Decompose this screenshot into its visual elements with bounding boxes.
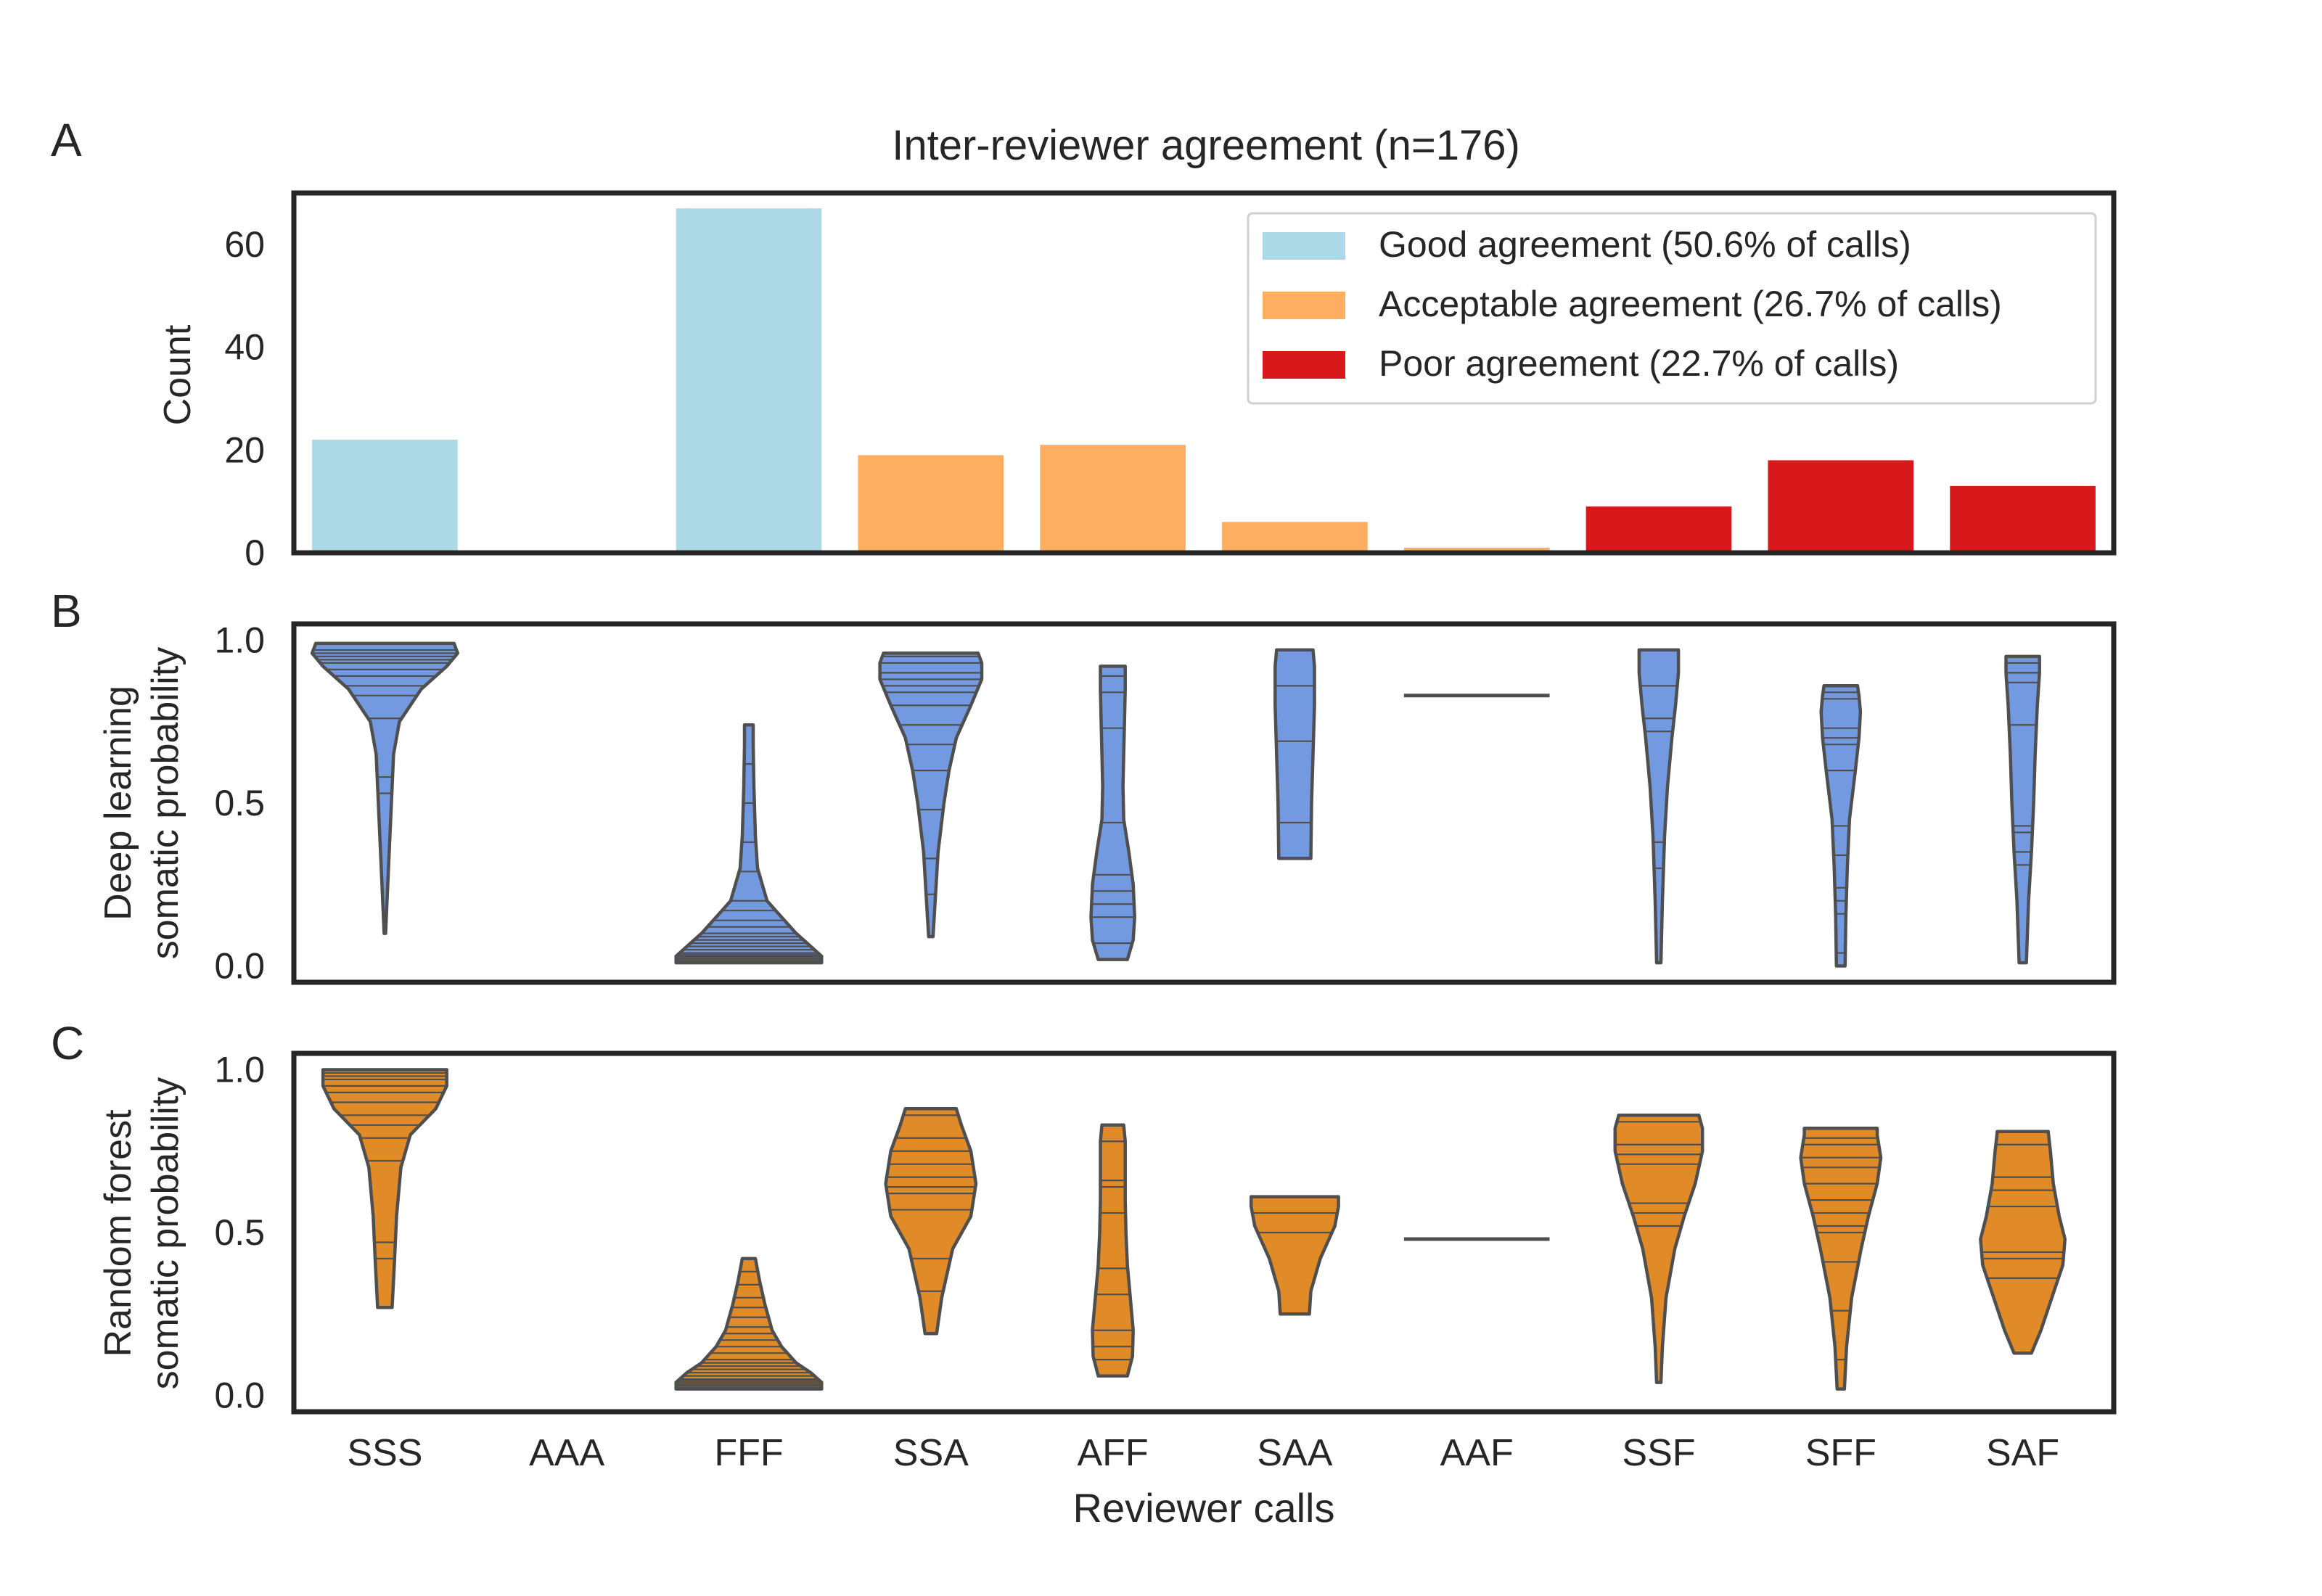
x-tick-label: AAA: [529, 1432, 604, 1474]
panel-b-ylabel-line2: somatic probability: [144, 647, 186, 960]
violin-group-b: [310, 641, 2041, 968]
y-tick-label: 1.0: [214, 1049, 265, 1090]
x-axis-ticks: SSS AAA FFF SSA AFF SAA AAF SSF SFF SAF: [347, 1432, 2059, 1474]
x-tick-label: AFF: [1077, 1432, 1148, 1474]
y-tick-label: 0: [245, 532, 265, 573]
x-tick-label: AAF: [1440, 1432, 1514, 1474]
bar-aaf: [1403, 547, 1550, 553]
y-tick-label: 40: [224, 327, 265, 368]
y-axis-ticks-a: 0 20 40 60: [224, 224, 265, 573]
panel-b-label: B: [51, 585, 82, 637]
panel-b-frame: [291, 621, 2117, 985]
violin-sff: [1799, 1127, 1883, 1391]
bar-saa: [1222, 522, 1368, 553]
x-tick-label: SAF: [1986, 1432, 2059, 1474]
panel-c-ylabel-line1: Random forest: [97, 1109, 139, 1357]
violin-saa: [1273, 648, 1316, 860]
bar-ssf: [1585, 506, 1732, 553]
panel-a-title: Inter-reviewer agreement (n=176): [892, 122, 1520, 169]
y-tick-label: 1.0: [214, 620, 265, 660]
legend-label-acceptable: Acceptable agreement (26.7% of calls): [1379, 284, 2002, 324]
bar-sff: [1768, 460, 1914, 553]
y-tick-label: 20: [224, 429, 265, 470]
bar-fff: [676, 208, 822, 553]
bar-aff: [1040, 445, 1186, 553]
legend-swatch-acceptable: [1263, 292, 1345, 319]
y-tick-label: 0.5: [214, 1212, 265, 1253]
violin-saa: [1249, 1195, 1340, 1316]
violin-sss: [310, 641, 459, 935]
violin-aff: [1089, 665, 1136, 961]
panel-b: B Deep learning somatic probability 0.00…: [51, 585, 2117, 987]
panel-a-label: A: [51, 114, 82, 166]
legend: Good agreement (50.6% of calls) Acceptab…: [1247, 212, 2097, 405]
legend-label-good: Good agreement (50.6% of calls): [1379, 224, 1911, 265]
bar-group: [312, 208, 2096, 553]
y-axis-ticks-c: 0.0 0.5 1.0: [214, 1049, 265, 1415]
y-axis-ticks-b: 0.0 0.5 1.0: [214, 620, 265, 986]
y-tick-label: 0.5: [214, 783, 265, 823]
violin-fff: [674, 723, 824, 965]
bar-ssa: [858, 455, 1004, 553]
x-tick-label: SSS: [347, 1432, 422, 1474]
panel-a: A Inter-reviewer agreement (n=176) Count…: [51, 114, 2117, 573]
x-tick-label: SAA: [1257, 1432, 1332, 1474]
x-tick-label: SSA: [893, 1432, 969, 1474]
violin-ssa: [884, 1107, 978, 1336]
violin-group-c: [321, 1068, 2067, 1391]
legend-swatch-good: [1263, 232, 1345, 260]
x-tick-label: SFF: [1805, 1432, 1876, 1474]
bar-saf: [1950, 485, 2096, 553]
y-tick-label: 0.0: [214, 946, 265, 987]
violin-ssf: [1637, 648, 1681, 965]
violin-ssf: [1613, 1114, 1704, 1384]
legend-label-poor: Poor agreement (22.7% of calls): [1379, 343, 1899, 384]
panel-c-frame: [291, 1050, 2117, 1415]
violin-saf: [2004, 654, 2041, 965]
x-tick-label: SSF: [1622, 1432, 1695, 1474]
legend-swatch-poor: [1263, 351, 1345, 379]
panel-c: C Random forest somatic probability 0.00…: [51, 1017, 2117, 1531]
violin-sss: [321, 1068, 448, 1309]
y-tick-label: 0.0: [214, 1375, 265, 1416]
violin-saf: [1979, 1130, 2067, 1355]
panel-c-ylabel-line2: somatic probability: [144, 1077, 186, 1390]
violin-aff: [1091, 1123, 1135, 1378]
panel-a-ylabel: Count: [157, 324, 199, 425]
violin-ssa: [878, 651, 984, 939]
legend-frame: [1247, 212, 2097, 405]
x-tick-label: FFF: [714, 1432, 783, 1474]
panel-b-ylabel-line1: Deep learning: [97, 686, 139, 921]
panel-a-frame: [291, 190, 2117, 556]
panel-c-label: C: [51, 1017, 84, 1069]
bar-sss: [312, 440, 458, 553]
x-axis-label: Reviewer calls: [1073, 1485, 1335, 1531]
y-tick-label: 60: [224, 224, 265, 265]
